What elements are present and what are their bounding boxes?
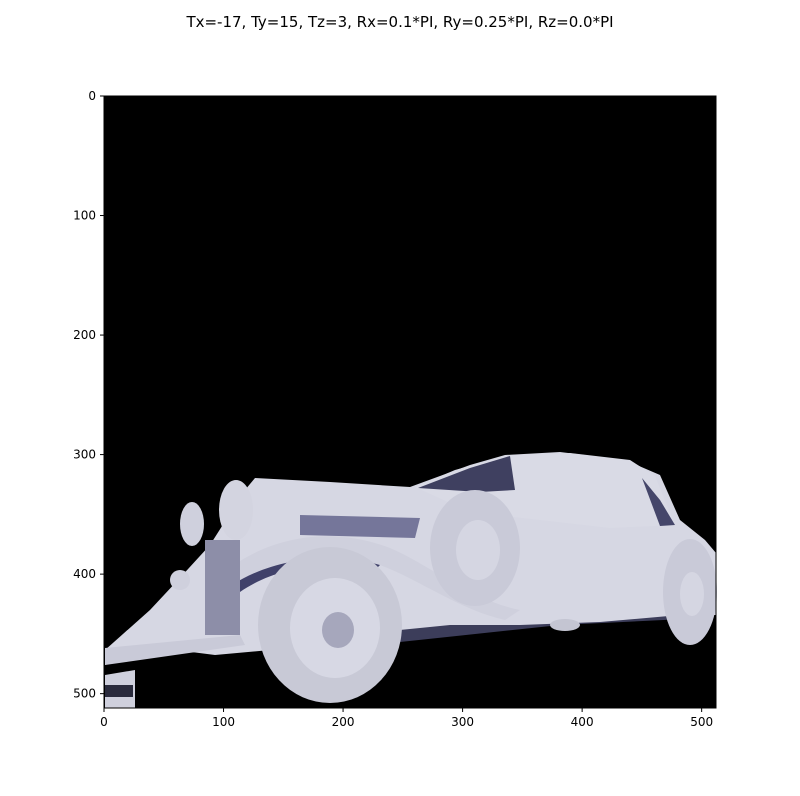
x-tick-label: 0 [100,715,108,729]
x-tick-label: 500 [690,715,713,729]
chart-title: Tx=-17, Ty=15, Tz=3, Rx=0.1*PI, Ry=0.25*… [185,13,613,31]
y-tick-label: 300 [73,448,96,462]
y-tick-label: 200 [73,328,96,342]
x-tick-label: 200 [332,715,355,729]
axes-frame [103,95,717,709]
x-tick-label: 100 [212,715,235,729]
y-tick-label: 100 [73,209,96,223]
car-render [105,452,717,708]
y-axis: 0 100 200 300 400 500 [73,89,104,701]
y-tick-label: 0 [88,89,96,103]
y-tick-label: 500 [73,687,96,701]
y-tick-label: 400 [73,567,96,581]
x-tick-label: 400 [571,715,594,729]
x-tick-label: 300 [451,715,474,729]
plot-image [103,95,717,709]
x-axis: 0 100 200 300 400 500 [100,708,713,729]
